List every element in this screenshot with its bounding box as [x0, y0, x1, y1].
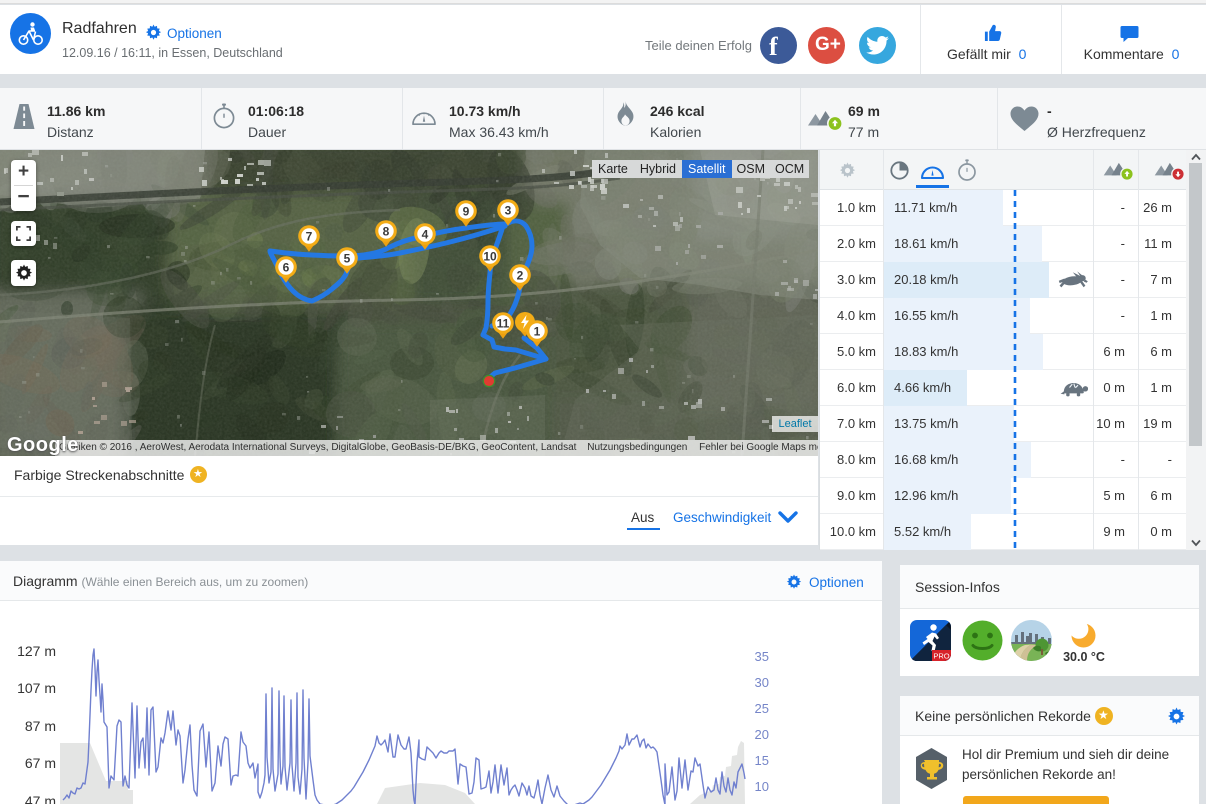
- svg-text:5: 5: [344, 251, 351, 265]
- svg-text:3: 3: [505, 203, 512, 217]
- svg-text:2: 2: [517, 268, 524, 282]
- svg-text:7: 7: [306, 229, 313, 243]
- svg-text:6: 6: [283, 260, 290, 274]
- svg-text:4: 4: [422, 227, 429, 241]
- svg-text:11: 11: [497, 316, 510, 330]
- svg-text:8: 8: [383, 224, 390, 238]
- svg-text:9: 9: [463, 204, 470, 218]
- svg-text:PRO: PRO: [933, 652, 949, 661]
- svg-text:1: 1: [534, 324, 541, 338]
- svg-text:10: 10: [483, 249, 497, 263]
